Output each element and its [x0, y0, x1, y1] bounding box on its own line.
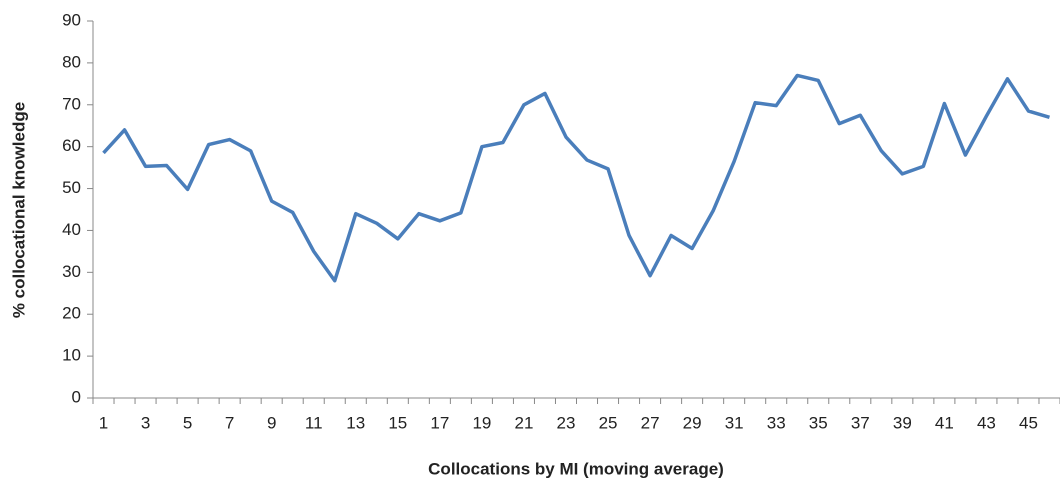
x-tick-label: 7	[225, 413, 234, 432]
x-tick-label: 35	[809, 413, 828, 432]
x-tick-label: 33	[767, 413, 786, 432]
x-tick-label: 15	[388, 413, 407, 432]
x-tick-label: 39	[893, 413, 912, 432]
y-tick-label: 50	[62, 178, 81, 197]
line-series	[102, 73, 1050, 283]
y-tick-label: 80	[62, 52, 81, 71]
x-tick-label: 43	[977, 413, 996, 432]
y-tick-label: 60	[62, 136, 81, 155]
x-axis-title: Collocations by MI (moving average)	[428, 459, 724, 478]
y-tick-label: 20	[62, 304, 81, 323]
y-tick-label: 70	[62, 94, 81, 113]
x-tick-label: 11	[305, 413, 323, 432]
y-tick-label: 40	[62, 220, 81, 239]
x-tick-label: 41	[935, 413, 954, 432]
x-tick-label: 21	[514, 413, 533, 432]
x-tick-label: 31	[725, 413, 744, 432]
x-tick-label: 23	[557, 413, 576, 432]
x-tick-label: 1	[99, 413, 108, 432]
x-tick-label: 19	[472, 413, 491, 432]
x-tick-label: 29	[683, 413, 702, 432]
x-tick-label: 25	[599, 413, 618, 432]
x-tick-label: 5	[183, 413, 192, 432]
x-tick-label: 13	[346, 413, 365, 432]
x-tick-label: 9	[267, 413, 276, 432]
x-tick-label: 17	[430, 413, 449, 432]
y-tick-label: 0	[72, 387, 81, 406]
x-tick-label: 45	[1019, 413, 1038, 432]
x-tick-label: 3	[141, 413, 150, 432]
y-tick-label: 90	[62, 10, 81, 29]
y-tick-label: 10	[62, 346, 81, 365]
y-axis-title: % collocational knowledge	[9, 102, 28, 318]
x-tick-label: 37	[851, 413, 870, 432]
y-tick-label: 30	[62, 262, 81, 281]
x-tick-label: 27	[641, 413, 660, 432]
